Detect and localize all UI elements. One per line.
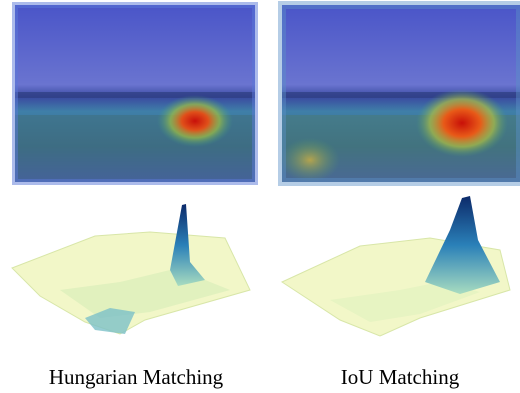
heatmap-right bbox=[280, 5, 520, 182]
caption: Hungarian Matching bbox=[49, 365, 224, 389]
heatmap-left bbox=[15, 5, 255, 182]
surface-left bbox=[12, 204, 250, 334]
surface-right bbox=[282, 196, 510, 336]
caption: IoU Matching bbox=[341, 365, 460, 389]
figure: Hungarian Matching IoU Matching bbox=[0, 0, 520, 393]
